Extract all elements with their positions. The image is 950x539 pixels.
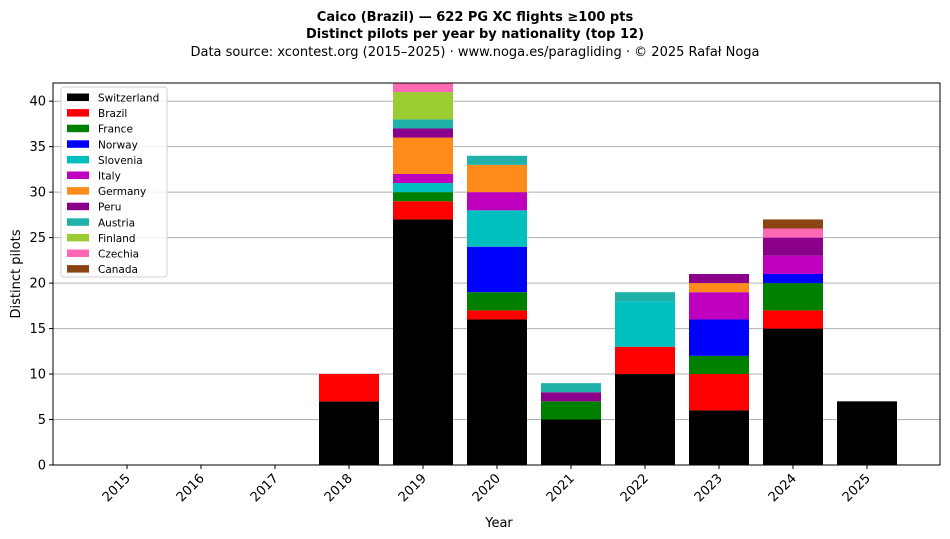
legend-label: Brazil	[98, 108, 127, 120]
legend-swatch	[67, 233, 89, 242]
bar-segment	[541, 419, 601, 465]
bar-segment	[689, 292, 749, 320]
bar-segment	[541, 401, 601, 420]
bar-segment	[393, 201, 453, 220]
bar-segment	[763, 274, 823, 284]
legend-swatch	[67, 109, 89, 117]
y-tick-label: 10	[29, 368, 46, 383]
bar-segment	[689, 355, 749, 375]
y-tick-label: 30	[29, 186, 46, 201]
legend-swatch	[67, 171, 89, 179]
x-tick-label: 2018	[322, 471, 356, 505]
bar-segment	[615, 301, 675, 347]
bar-segment	[467, 155, 527, 165]
bar-segment	[615, 292, 675, 302]
legend-label: Peru	[98, 202, 121, 214]
x-axis-label: Year	[484, 516, 513, 531]
legend-swatch	[67, 187, 89, 195]
bar-segment	[393, 173, 453, 184]
bar-segment	[763, 237, 823, 256]
bar-segment	[467, 310, 527, 320]
chart-title-line2: Distinct pilots per year by nationality …	[306, 27, 644, 42]
bar-segment	[467, 192, 527, 211]
legend-swatch	[67, 140, 89, 148]
bar-segment	[615, 346, 675, 375]
legend-label: Finland	[98, 233, 136, 245]
x-tick-label: 2019	[396, 471, 430, 505]
legend: Switzerland Brazil France Norway Slovenia Ita…	[60, 86, 168, 278]
bar-segment	[763, 228, 823, 238]
x-tick-label: 2022	[618, 471, 652, 505]
bar-segment	[467, 210, 527, 247]
y-axis-label: Distinct pilots	[9, 229, 24, 318]
y-tick-label: 20	[29, 277, 46, 292]
bar-segment	[393, 183, 453, 193]
y-tick-label: 5	[38, 413, 46, 428]
bar-segment	[541, 392, 601, 402]
legend-swatch	[67, 155, 89, 164]
x-tick-label: 2017	[248, 471, 282, 505]
legend-swatch	[67, 124, 89, 133]
legend-label: Switzerland	[98, 93, 159, 105]
legend-swatch	[67, 218, 89, 226]
legend-swatch	[67, 93, 89, 101]
bar-segment	[763, 328, 823, 465]
bar-segment	[615, 374, 675, 465]
legend-swatch	[67, 202, 89, 211]
x-tick-label: 2015	[100, 471, 134, 505]
bar-segment	[837, 401, 897, 465]
x-tick-label: 2016	[174, 471, 208, 505]
bar-segment	[393, 137, 453, 174]
y-tick-label: 35	[29, 140, 46, 155]
bar-segment	[467, 319, 527, 465]
bar-segment	[763, 310, 823, 329]
bar-segment	[319, 374, 379, 402]
bar-segment	[319, 401, 379, 465]
x-tick-label: 2024	[766, 471, 800, 505]
legend-label: France	[98, 124, 133, 136]
bar-segment	[393, 219, 453, 465]
chart-title-line1: Caico (Brazil) — 622 PG XC flights ≥100 …	[317, 10, 634, 25]
bar-segment	[689, 410, 749, 465]
legend-label: Italy	[98, 171, 121, 183]
bar-segment	[763, 255, 823, 274]
legend-swatch	[67, 265, 89, 273]
bar-segment	[467, 164, 527, 193]
bar-segment	[689, 319, 749, 356]
legend-label: Norway	[98, 139, 138, 151]
bar-segment	[393, 83, 453, 93]
bar-segment	[763, 283, 823, 311]
x-axis: 2015 2016 2017 2018 2019 2020 2021 2022 2023 2024…	[100, 465, 874, 505]
bar-segment	[763, 219, 823, 229]
legend-label: Slovenia	[98, 155, 143, 167]
bar-segment	[467, 246, 527, 293]
bars	[319, 83, 897, 465]
y-tick-label: 0	[38, 459, 46, 474]
y-tick-label: 15	[29, 322, 46, 337]
legend-label: Canada	[98, 264, 138, 276]
bar-segment	[689, 274, 749, 284]
x-tick-label: 2020	[470, 471, 504, 505]
legend-label: Czechia	[98, 249, 139, 261]
legend-label: Germany	[98, 186, 146, 198]
bar-segment	[393, 119, 453, 129]
chart-subtitle: Data source: xcontest.org (2015–2025) · …	[190, 45, 759, 60]
bar-segment	[541, 383, 601, 393]
legend-frame	[60, 86, 168, 278]
bar-segment	[393, 128, 453, 138]
bar-segment	[393, 192, 453, 202]
x-tick-label: 2021	[544, 471, 578, 505]
bar-segment	[393, 92, 453, 120]
y-tick-label: 25	[29, 231, 46, 246]
y-tick-label: 40	[29, 95, 46, 110]
y-axis: 0 5 10 15 20 25 30 35 40	[29, 95, 53, 474]
bar-segment	[467, 292, 527, 311]
x-tick-label: 2025	[840, 471, 874, 505]
bar-segment	[689, 283, 749, 293]
legend-label: Austria	[98, 217, 135, 229]
legend-swatch	[67, 249, 89, 257]
x-tick-label: 2023	[692, 471, 726, 505]
bar-segment	[689, 374, 749, 411]
